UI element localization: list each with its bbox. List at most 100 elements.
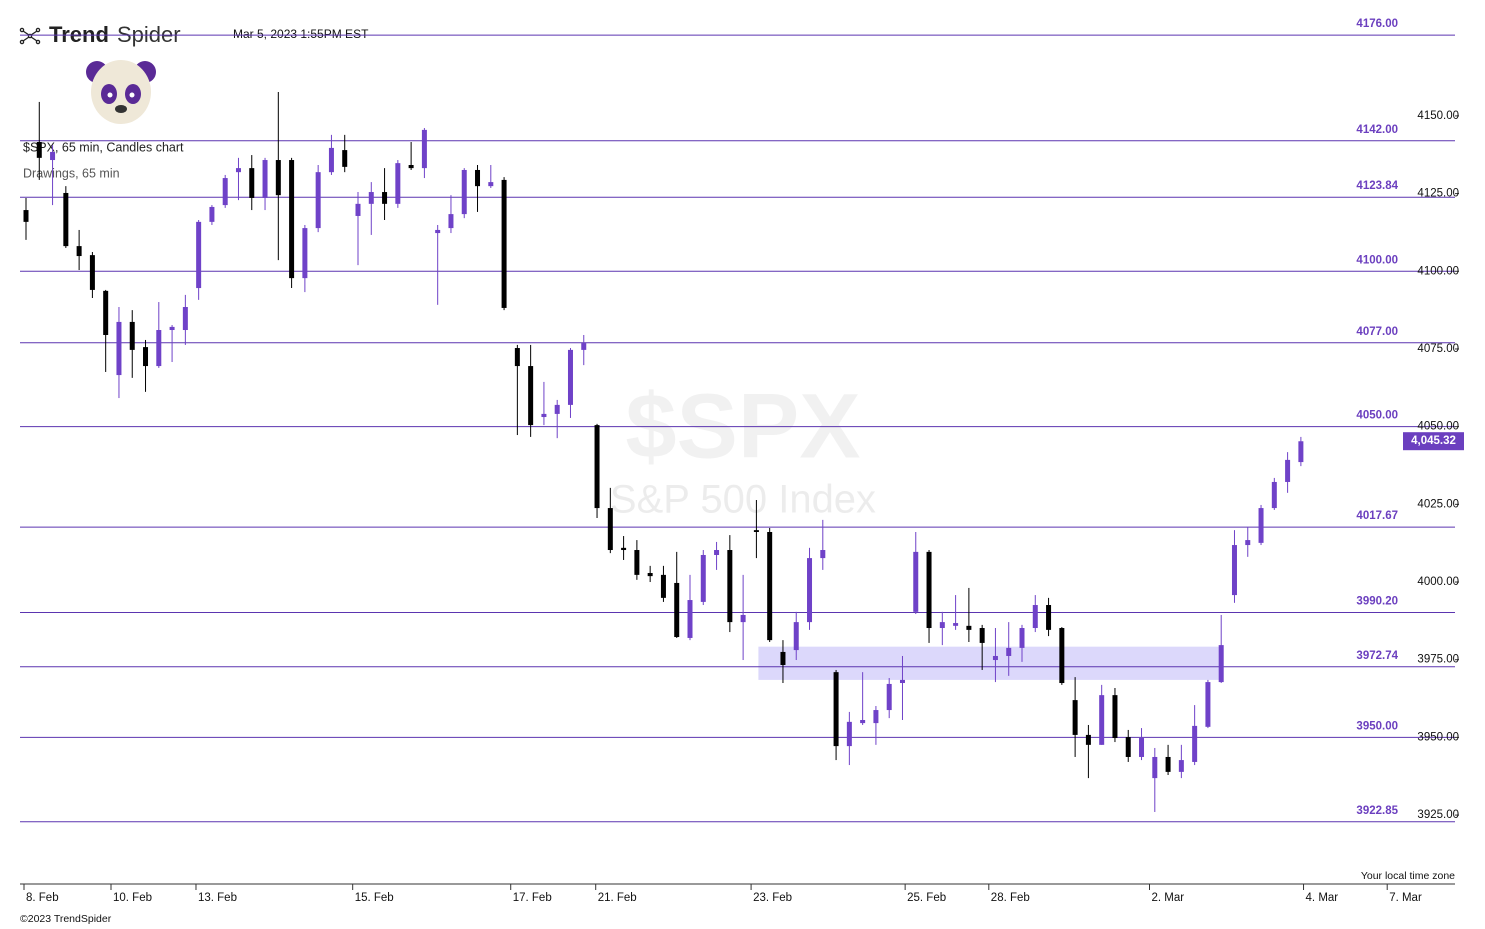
copyright: ©2023 TrendSpider xyxy=(20,913,112,925)
candle-body xyxy=(820,550,826,559)
candle-body xyxy=(129,321,135,350)
candle-body xyxy=(899,679,905,684)
candle-body xyxy=(1245,540,1251,546)
candle-body xyxy=(807,558,813,623)
watermark-name: S&P 500 Index xyxy=(610,478,876,522)
candle-body xyxy=(169,326,175,331)
candle-body xyxy=(1019,628,1025,648)
level-label: 4123.84 xyxy=(1356,180,1398,192)
candle-body xyxy=(1298,441,1304,463)
candle-body xyxy=(554,404,560,414)
candle-body xyxy=(621,547,627,551)
candle-body xyxy=(714,550,720,555)
timestamp: Mar 5, 2023 1:55PM EST xyxy=(233,27,369,41)
symbol-line: $SPX, 65 min, Candles chart xyxy=(23,140,184,154)
candle-body xyxy=(1218,645,1224,683)
candle-body xyxy=(514,348,520,367)
level-label: 4142.00 xyxy=(1356,124,1398,136)
candle-body xyxy=(913,551,919,612)
candle-body xyxy=(76,246,82,257)
candle-body xyxy=(395,163,401,204)
candle-body xyxy=(63,192,69,247)
y-tick-label: 4000.00 xyxy=(1417,576,1459,588)
candle-body xyxy=(1099,695,1105,745)
candle-body xyxy=(103,290,109,335)
candle-body xyxy=(873,710,879,724)
candle-body xyxy=(1139,738,1145,757)
candle-body xyxy=(634,550,640,575)
candle-body xyxy=(1165,756,1171,772)
candle-body xyxy=(727,550,733,623)
candle-body xyxy=(528,366,534,426)
candle-body xyxy=(1205,682,1211,727)
candle-body xyxy=(780,651,786,665)
level-label: 4017.67 xyxy=(1356,510,1398,522)
candle-body xyxy=(753,530,759,532)
candle-body xyxy=(541,413,547,418)
y-tick-label: 4100.00 xyxy=(1417,265,1459,277)
level-label: 4100.00 xyxy=(1356,254,1398,266)
last-price-box xyxy=(1403,432,1464,451)
brand-bold: Trend xyxy=(49,22,109,47)
timezone-note: Your local time zone xyxy=(1361,870,1455,882)
candle-body xyxy=(607,508,613,551)
candle-body xyxy=(886,683,892,711)
candle-body xyxy=(660,574,666,598)
level-label: 4077.00 xyxy=(1356,326,1398,338)
candle-body xyxy=(1072,700,1078,735)
last-price-label: 4,045.32 xyxy=(1411,435,1456,447)
candle-body xyxy=(342,150,348,167)
candle-body xyxy=(50,151,56,161)
candle-body xyxy=(1285,459,1291,482)
candle-body xyxy=(501,179,507,308)
candle-body xyxy=(408,165,414,169)
x-tick-label: 17. Feb xyxy=(513,892,552,904)
brand-light: Spider xyxy=(117,22,181,47)
candle-body xyxy=(979,628,985,643)
y-tick-label: 4150.00 xyxy=(1417,110,1459,122)
candle-body xyxy=(235,168,241,173)
candle-body xyxy=(196,221,202,289)
x-tick-label: 13. Feb xyxy=(198,892,237,904)
candle-body xyxy=(302,228,308,279)
zone xyxy=(758,646,1224,680)
y-tick-label: 3975.00 xyxy=(1417,654,1459,666)
x-tick-label: 4. Mar xyxy=(1306,892,1339,904)
candle-body xyxy=(222,178,228,206)
candle-body xyxy=(992,655,998,661)
candle-body xyxy=(182,307,188,331)
candle-body xyxy=(461,169,467,215)
y-tick-label: 4050.00 xyxy=(1417,421,1459,433)
candle-body xyxy=(793,622,799,651)
candle-body xyxy=(833,672,839,747)
y-tick-label: 3950.00 xyxy=(1417,731,1459,743)
candle-body xyxy=(1085,734,1091,745)
candle-body xyxy=(1059,628,1065,684)
level-label: 3950.00 xyxy=(1356,720,1398,732)
candle-body xyxy=(448,214,454,229)
candle-body xyxy=(249,168,255,198)
candle-body xyxy=(953,623,959,626)
candle-body xyxy=(315,172,321,229)
x-tick-label: 15. Feb xyxy=(355,892,394,904)
candle-body xyxy=(382,192,388,204)
candle-body xyxy=(1178,760,1184,772)
candle-body xyxy=(674,582,680,638)
x-tick-label: 8. Feb xyxy=(26,892,59,904)
logo-icon xyxy=(19,27,41,45)
candle-body xyxy=(1152,756,1158,779)
candle-body xyxy=(581,343,587,350)
x-tick-label: 10. Feb xyxy=(113,892,152,904)
candle-body xyxy=(939,622,945,629)
candle-body xyxy=(89,255,95,290)
y-tick-label: 4075.00 xyxy=(1417,343,1459,355)
candle-body xyxy=(1112,695,1118,739)
candle-body xyxy=(475,169,481,187)
candle-body xyxy=(355,203,361,216)
candle-body xyxy=(1006,647,1012,656)
level-label: 4050.00 xyxy=(1356,410,1398,422)
candle-body xyxy=(1258,508,1264,543)
candle-body xyxy=(860,719,866,724)
candle-body xyxy=(700,554,706,602)
candle-body xyxy=(116,321,122,376)
